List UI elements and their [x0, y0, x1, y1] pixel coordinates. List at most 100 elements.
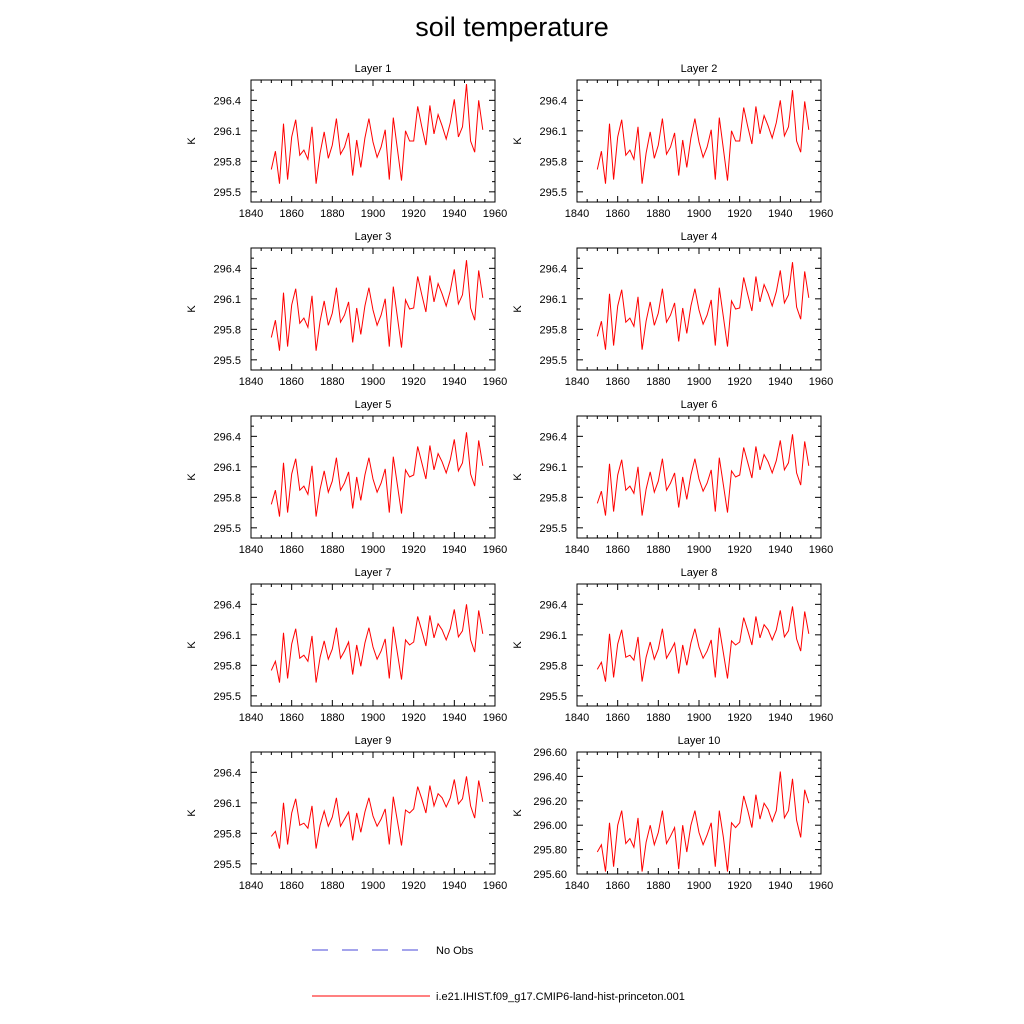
y-axis-label: K [186, 473, 198, 481]
x-tick-label: 1880 [320, 712, 344, 724]
y-axis-label: K [186, 641, 198, 649]
x-tick-label: 1900 [361, 544, 385, 556]
x-tick-label: 1860 [605, 208, 629, 220]
x-tick-label: 1920 [401, 712, 425, 724]
panel-title: Layer 6 [681, 399, 718, 411]
x-tick-label: 1860 [279, 544, 303, 556]
chart-panel: Layer 3 K 1840 1860 1880 1900 1920 1940 1960 295.… [186, 231, 507, 388]
y-tick-label: 296.1 [539, 462, 567, 474]
x-tick-label: 1920 [727, 712, 751, 724]
y-tick-label: 295.5 [539, 691, 567, 703]
x-tick-label: 1860 [279, 208, 303, 220]
panel-title: Layer 4 [681, 231, 718, 243]
x-tick-label: 1900 [687, 880, 711, 892]
x-tick-label: 1920 [727, 376, 751, 388]
x-tick-label: 1960 [483, 880, 507, 892]
x-tick-label: 1840 [239, 880, 263, 892]
y-axis-label: K [186, 305, 198, 313]
y-tick-label: 296.4 [213, 599, 241, 611]
x-tick-label: 1860 [605, 712, 629, 724]
chart-panel: Layer 9 K 1840 1860 1880 1900 1920 1940 1960 295.… [186, 735, 507, 892]
x-tick-label: 1940 [442, 880, 466, 892]
x-tick-label: 1860 [605, 376, 629, 388]
chart-panel: Layer 1 K 1840 1860 1880 1900 1920 1940 1960 295.… [186, 63, 507, 220]
x-tick-label: 1960 [809, 880, 833, 892]
x-tick-label: 1880 [320, 208, 344, 220]
x-tick-label: 1840 [239, 208, 263, 220]
x-tick-label: 1960 [809, 376, 833, 388]
x-tick-label: 1880 [646, 880, 670, 892]
y-tick-label: 295.8 [539, 156, 567, 168]
chart-panel: Layer 8 K 1840 1860 1880 1900 1920 1940 1960 295.… [512, 567, 833, 724]
series-line [596, 606, 810, 682]
y-axis-label: K [512, 809, 524, 817]
y-tick-label: 295.5 [539, 187, 567, 199]
y-tick-label: 295.5 [213, 355, 241, 367]
panel-title: Layer 9 [355, 735, 392, 747]
x-tick-label: 1880 [320, 376, 344, 388]
panel-title: Layer 7 [355, 567, 392, 579]
x-tick-label: 1920 [401, 376, 425, 388]
y-tick-label: 296.4 [539, 599, 567, 611]
y-tick-label: 295.8 [213, 828, 241, 840]
x-tick-label: 1840 [565, 208, 589, 220]
x-tick-label: 1960 [483, 376, 507, 388]
y-tick-label: 296.40 [533, 771, 567, 783]
x-tick-label: 1860 [605, 880, 629, 892]
y-tick-label: 296.4 [213, 431, 241, 443]
x-tick-label: 1860 [605, 544, 629, 556]
y-tick-label: 295.5 [213, 523, 241, 535]
x-tick-label: 1920 [401, 208, 425, 220]
x-tick-label: 1880 [320, 880, 344, 892]
x-tick-label: 1880 [646, 208, 670, 220]
panel-title: Layer 1 [355, 63, 392, 75]
x-tick-label: 1900 [687, 544, 711, 556]
x-tick-label: 1960 [483, 544, 507, 556]
plot-frame [250, 751, 496, 875]
x-tick-label: 1840 [239, 376, 263, 388]
y-axis-label: K [512, 473, 524, 481]
x-tick-label: 1900 [687, 376, 711, 388]
series-line [270, 776, 484, 849]
series-line [270, 84, 484, 184]
y-axis-label: K [186, 809, 198, 817]
y-tick-label: 296.1 [213, 126, 241, 138]
y-tick-label: 296.4 [213, 95, 241, 107]
x-tick-label: 1940 [442, 376, 466, 388]
y-tick-label: 296.1 [539, 630, 567, 642]
x-tick-label: 1940 [442, 712, 466, 724]
x-tick-label: 1940 [768, 712, 792, 724]
x-tick-label: 1960 [809, 544, 833, 556]
x-tick-label: 1920 [727, 208, 751, 220]
series-line [596, 262, 810, 350]
y-tick-label: 295.8 [539, 492, 567, 504]
x-tick-label: 1840 [565, 712, 589, 724]
y-tick-label: 296.4 [213, 263, 241, 275]
series-line [270, 260, 484, 351]
series-line [270, 604, 484, 683]
x-tick-label: 1940 [768, 208, 792, 220]
chart-panel: Layer 6 K 1840 1860 1880 1900 1920 1940 1960 295.… [512, 399, 833, 556]
y-tick-label: 296.00 [533, 820, 567, 832]
x-tick-label: 1840 [565, 544, 589, 556]
x-tick-label: 1900 [361, 376, 385, 388]
x-tick-label: 1880 [646, 376, 670, 388]
x-tick-label: 1960 [483, 712, 507, 724]
y-tick-label: 295.5 [213, 859, 241, 871]
x-tick-label: 1880 [646, 544, 670, 556]
x-tick-label: 1860 [279, 712, 303, 724]
panel-title: Layer 10 [678, 735, 721, 747]
y-tick-label: 296.4 [539, 95, 567, 107]
x-tick-label: 1920 [401, 544, 425, 556]
y-tick-label: 295.5 [539, 523, 567, 535]
y-tick-label: 295.8 [213, 156, 241, 168]
y-tick-label: 296.20 [533, 796, 567, 808]
series-line [270, 432, 484, 517]
x-tick-label: 1960 [483, 208, 507, 220]
chart-panel: Layer 4 K 1840 1860 1880 1900 1920 1940 1960 295.… [512, 231, 833, 388]
panel-title: Layer 3 [355, 231, 392, 243]
y-axis-label: K [512, 305, 524, 313]
x-tick-label: 1940 [442, 544, 466, 556]
chart-panel: Layer 2 K 1840 1860 1880 1900 1920 1940 1960 295.… [512, 63, 833, 220]
